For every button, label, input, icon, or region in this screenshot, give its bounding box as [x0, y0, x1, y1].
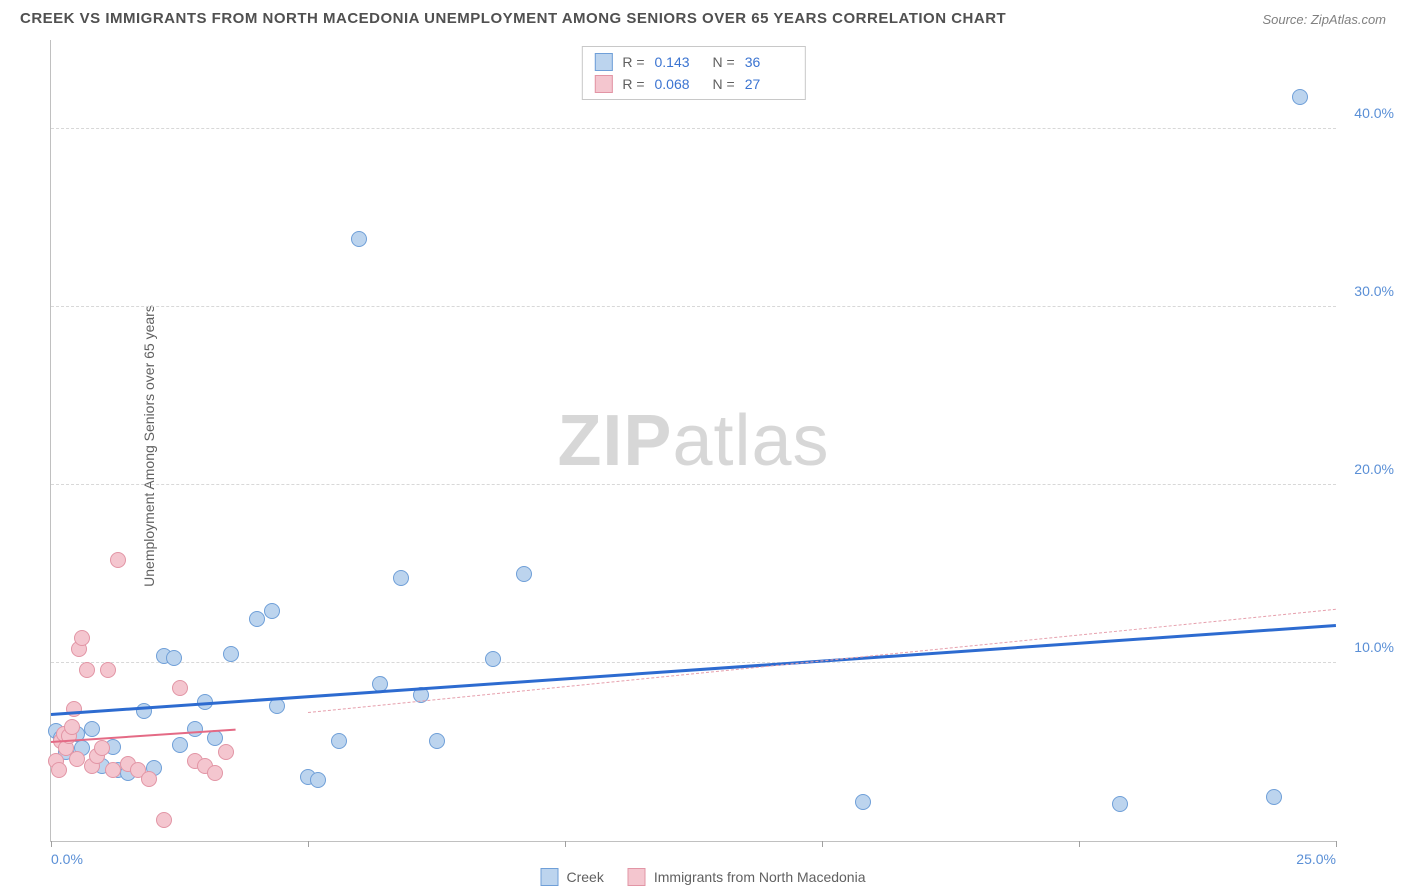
- correlation-row: R = 0.143 N = 36: [594, 51, 792, 73]
- trend-line: [308, 609, 1336, 713]
- data-point: [172, 737, 188, 753]
- x-tick: [308, 841, 309, 847]
- r-value: 0.068: [655, 76, 703, 92]
- source-attribution: Source: ZipAtlas.com: [1262, 12, 1386, 27]
- legend: Creek Immigrants from North Macedonia: [541, 868, 866, 886]
- data-point: [1266, 789, 1282, 805]
- data-point: [69, 751, 85, 767]
- data-point: [141, 771, 157, 787]
- x-tick: [1336, 841, 1337, 847]
- gridline: [51, 662, 1336, 663]
- x-tick-label: 25.0%: [1296, 851, 1336, 867]
- data-point: [207, 765, 223, 781]
- series-swatch: [541, 868, 559, 886]
- data-point: [156, 812, 172, 828]
- x-tick: [822, 841, 823, 847]
- data-point: [264, 603, 280, 619]
- data-point: [105, 762, 121, 778]
- n-label: N =: [713, 54, 735, 70]
- data-point: [223, 646, 239, 662]
- legend-item: Creek: [541, 868, 604, 886]
- data-point: [110, 552, 126, 568]
- data-point: [485, 651, 501, 667]
- trend-line: [51, 624, 1336, 716]
- data-point: [249, 611, 265, 627]
- x-tick: [1079, 841, 1080, 847]
- legend-label: Creek: [567, 869, 604, 885]
- data-point: [84, 721, 100, 737]
- data-point: [187, 721, 203, 737]
- data-point: [94, 740, 110, 756]
- legend-label: Immigrants from North Macedonia: [654, 869, 866, 885]
- gridline: [51, 484, 1336, 485]
- r-label: R =: [622, 54, 644, 70]
- data-point: [1292, 89, 1308, 105]
- data-point: [331, 733, 347, 749]
- data-point: [429, 733, 445, 749]
- series-swatch: [628, 868, 646, 886]
- chart-title: CREEK VS IMMIGRANTS FROM NORTH MACEDONIA…: [20, 10, 1006, 27]
- series-swatch: [594, 75, 612, 93]
- x-tick-label: 0.0%: [51, 851, 83, 867]
- data-point: [1112, 796, 1128, 812]
- n-value: 27: [745, 76, 793, 92]
- n-value: 36: [745, 54, 793, 70]
- data-point: [166, 650, 182, 666]
- gridline: [51, 128, 1336, 129]
- series-swatch: [594, 53, 612, 71]
- data-point: [855, 794, 871, 810]
- gridline: [51, 306, 1336, 307]
- data-point: [172, 680, 188, 696]
- x-tick: [51, 841, 52, 847]
- watermark-bold: ZIP: [557, 401, 672, 481]
- r-label: R =: [622, 76, 644, 92]
- plot-region: ZIPatlas R =0.143N =36R =0.068N =27 10.0…: [50, 40, 1336, 842]
- data-point: [351, 231, 367, 247]
- data-point: [393, 570, 409, 586]
- data-point: [218, 744, 234, 760]
- x-tick: [565, 841, 566, 847]
- watermark-rest: atlas: [672, 401, 829, 481]
- r-value: 0.143: [655, 54, 703, 70]
- data-point: [74, 630, 90, 646]
- data-point: [310, 772, 326, 788]
- n-label: N =: [713, 76, 735, 92]
- data-point: [51, 762, 67, 778]
- y-tick-label: 20.0%: [1354, 461, 1394, 477]
- y-tick-label: 10.0%: [1354, 639, 1394, 655]
- correlation-box: R = 0.143 N = 36 R = 0.068 N = 27: [581, 46, 805, 100]
- correlation-row: R = 0.068 N = 27: [594, 73, 792, 95]
- data-point: [64, 719, 80, 735]
- data-point: [66, 701, 82, 717]
- data-point: [79, 662, 95, 678]
- watermark: ZIPatlas: [557, 400, 829, 482]
- chart-area: ZIPatlas R =0.143N =36R =0.068N =27 10.0…: [50, 40, 1336, 842]
- y-tick-label: 30.0%: [1354, 283, 1394, 299]
- legend-item: Immigrants from North Macedonia: [628, 868, 866, 886]
- data-point: [516, 566, 532, 582]
- data-point: [100, 662, 116, 678]
- y-tick-label: 40.0%: [1354, 105, 1394, 121]
